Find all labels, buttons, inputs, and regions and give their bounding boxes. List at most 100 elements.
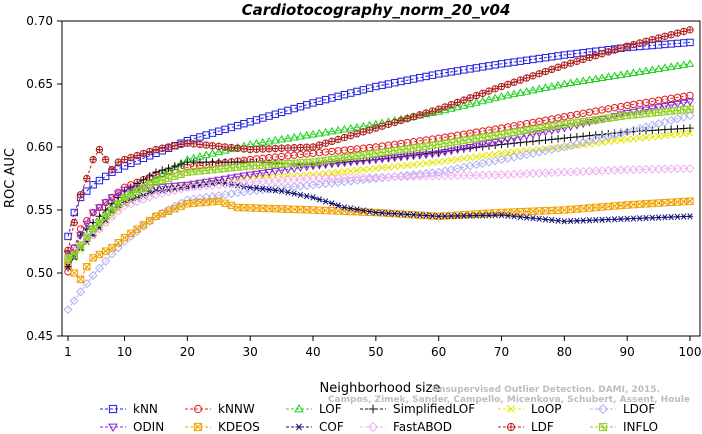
data-point [308, 173, 318, 184]
data-point [139, 221, 148, 229]
data-point [220, 175, 230, 184]
data-point [465, 143, 475, 152]
data-point [120, 234, 129, 242]
data-point [341, 204, 348, 211]
data-point [647, 65, 657, 73]
data-point [585, 140, 594, 148]
data-point [654, 199, 663, 207]
data-point [541, 83, 550, 91]
data-point [152, 212, 160, 221]
data-point [649, 214, 656, 221]
data-point [578, 166, 588, 176]
legend-marker [295, 423, 303, 431]
data-point [114, 200, 122, 208]
data-point [591, 74, 601, 83]
x-tick-label: 1 [64, 345, 72, 359]
legend-label: ODIN [133, 420, 164, 434]
data-point [101, 218, 111, 228]
data-point [246, 145, 254, 154]
data-point [246, 118, 254, 126]
data-point [272, 187, 279, 194]
data-point [510, 128, 518, 137]
data-point [384, 155, 393, 163]
data-point [333, 173, 343, 183]
data-point [446, 147, 456, 156]
data-point [566, 78, 576, 87]
data-point [453, 155, 462, 164]
data-point [503, 90, 513, 99]
data-point [591, 166, 601, 176]
legend-marker [506, 422, 516, 432]
data-point [610, 112, 619, 121]
data-point [101, 212, 110, 221]
data-point [409, 171, 419, 182]
legend-marker [108, 423, 118, 432]
data-point [410, 161, 418, 169]
data-point [221, 164, 229, 173]
data-point [107, 249, 117, 259]
data-point [120, 186, 129, 195]
data-point [309, 194, 317, 201]
data-point [145, 192, 155, 202]
data-point [113, 243, 123, 253]
data-point [428, 159, 436, 167]
data-point [303, 143, 311, 151]
data-point [347, 167, 355, 175]
data-point [578, 76, 588, 85]
data-point [64, 263, 72, 270]
data-point [667, 107, 675, 115]
data-point [559, 79, 569, 88]
legend-marker [368, 404, 378, 414]
data-point [484, 170, 494, 180]
data-point [573, 217, 581, 225]
data-point [127, 153, 135, 162]
legend-item-kdeos: KDEOS [185, 420, 260, 434]
data-point [605, 216, 612, 223]
data-point [372, 209, 380, 216]
data-point [623, 215, 631, 223]
data-point [428, 150, 437, 159]
data-point [542, 216, 549, 223]
data-point [227, 164, 236, 172]
data-point [333, 125, 343, 134]
series-line [67, 101, 691, 255]
data-point [316, 196, 323, 203]
data-point [378, 122, 386, 130]
data-point [397, 162, 405, 170]
data-point [547, 135, 556, 144]
data-point [598, 50, 606, 58]
data-point [421, 151, 431, 160]
data-point [597, 73, 607, 82]
data-point [523, 214, 530, 221]
data-point [409, 113, 418, 121]
series-layer [63, 26, 695, 315]
data-point [108, 206, 116, 214]
data-point [410, 211, 417, 218]
data-point [83, 263, 91, 271]
data-point [314, 173, 324, 183]
data-point [510, 208, 518, 216]
data-point [114, 165, 122, 173]
data-point [610, 202, 619, 210]
data-point [402, 172, 412, 182]
data-point [352, 122, 362, 131]
data-point [617, 136, 625, 144]
legend-marker [597, 403, 609, 415]
data-point [453, 146, 462, 155]
data-point [622, 165, 632, 175]
data-point [365, 150, 374, 158]
data-point [586, 217, 593, 224]
data-point [673, 130, 681, 138]
data-point [647, 105, 657, 113]
data-point [592, 51, 600, 60]
data-point [164, 174, 173, 182]
data-point [686, 197, 694, 205]
data-point [416, 211, 424, 219]
data-point [252, 145, 261, 153]
data-point [328, 200, 336, 207]
data-point [560, 61, 569, 69]
data-point [270, 168, 280, 176]
data-point [598, 216, 606, 224]
data-point [674, 213, 681, 220]
data-point [465, 99, 475, 108]
